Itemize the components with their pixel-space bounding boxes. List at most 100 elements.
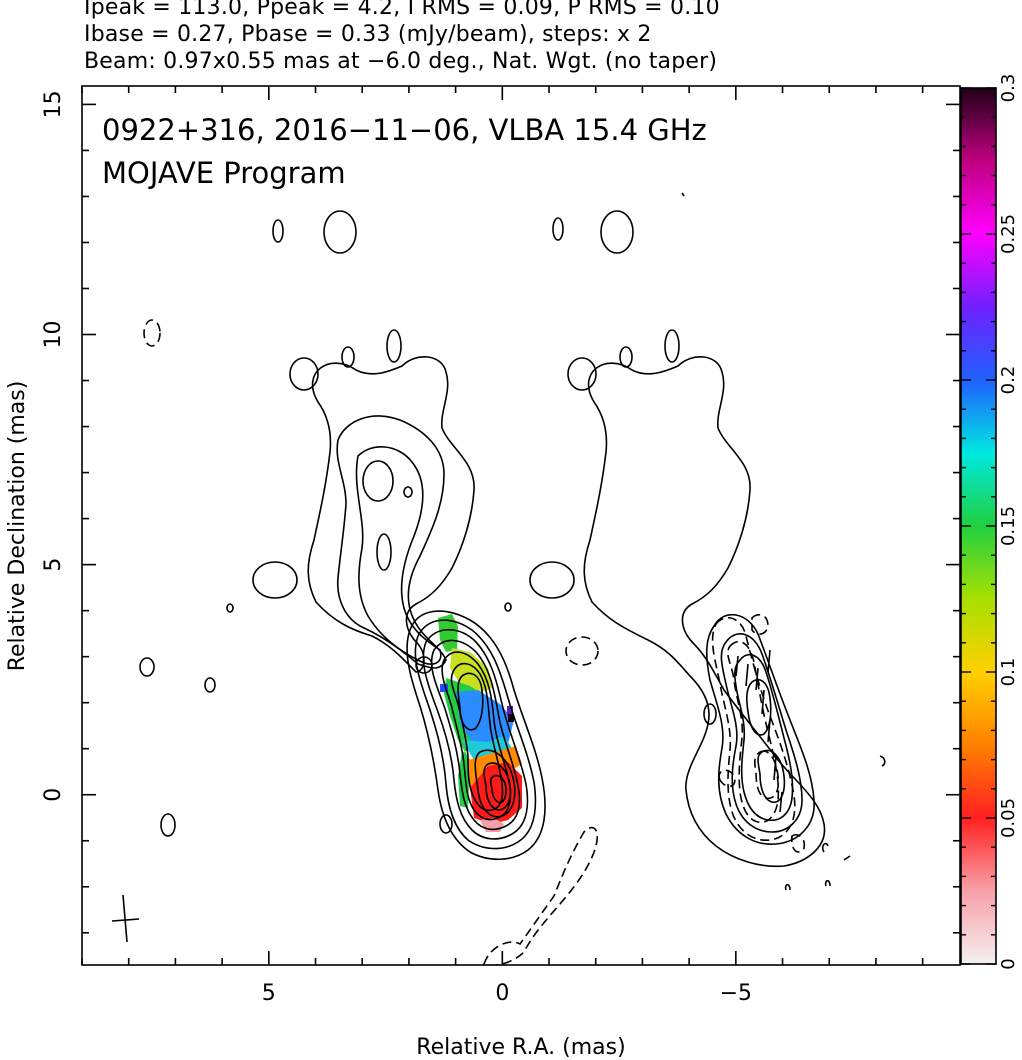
contour-i-blob-g — [341, 346, 355, 368]
contour-p-speck-d — [879, 755, 886, 767]
colorbar-tick-label: 0 — [998, 958, 1019, 969]
contour-i-blob-m — [439, 814, 453, 834]
map-header: Ipeak = 113.0, Ppeak = 4.2, I RMS = 0.09… — [84, 0, 1014, 75]
plot-frame — [81, 85, 961, 966]
pol-dash-envelope — [711, 616, 796, 841]
pol-dash-blob-a — [565, 636, 599, 666]
colorbar-tick-label: 0.25 — [998, 214, 1019, 254]
contour-i-core-3 — [422, 628, 529, 840]
pol-patch-blue — [456, 690, 514, 748]
beam-minor-axis — [111, 918, 140, 922]
evpa-vector — [735, 655, 739, 677]
contour-p-speck-b — [824, 879, 831, 887]
contour-p-blob-f — [529, 561, 575, 599]
contour-p-blob-g — [703, 703, 717, 725]
pol-dash-blob-c — [718, 769, 736, 788]
beam-major-axis — [122, 894, 128, 943]
contour-i-outer — [307, 356, 475, 673]
colorbar-tick-label: 0.1 — [998, 658, 1019, 687]
x-tick-label: 5 — [262, 981, 276, 1006]
contour-i-blob-f — [323, 210, 357, 254]
contour-p-blob-c — [619, 346, 633, 368]
y-tick-label: 5 — [41, 558, 66, 572]
evpa-vector — [767, 719, 771, 743]
contour-i-blob-a — [362, 460, 394, 502]
contour-i-blob-e — [272, 219, 284, 243]
beam-marker — [111, 894, 140, 943]
x-tick-label: 0 — [495, 981, 509, 1006]
pol-pixel-blue — [440, 684, 448, 692]
contour-i-blob-o — [504, 602, 512, 612]
contour-i-blob-i — [289, 357, 319, 391]
contour-i-blob-j — [139, 657, 155, 677]
contour-i-blob-c — [252, 561, 298, 599]
contour-i-peak-2 — [483, 762, 512, 811]
polarized-intensity-contours — [529, 192, 886, 891]
colorbar-tick-label: 0.2 — [998, 366, 1019, 395]
contour-i-core-5 — [441, 651, 512, 821]
contour-i-2 — [336, 415, 447, 669]
x-tick-label: −5 — [720, 981, 752, 1006]
contour-p-blob-b — [600, 210, 634, 254]
contour-i-blob-l — [160, 813, 176, 837]
source-annotation: 0922+316, 2016−11−06, VLBA 15.4 GHz — [102, 113, 707, 147]
contour-p-peak — [757, 749, 786, 803]
colorbar-tick-label: 0.05 — [998, 798, 1019, 838]
contour-i-core-2 — [414, 619, 537, 850]
evpa-vectors — [735, 649, 783, 813]
evpa-vector — [761, 689, 765, 715]
y-axis-title: Relative Declination (mas) — [5, 381, 30, 672]
program-annotation: MOJAVE Program — [102, 156, 346, 190]
stokes-i-contours — [139, 210, 546, 861]
neg-contour-left-a — [143, 319, 161, 347]
colorbar-tick-label: 0.15 — [998, 506, 1019, 546]
header-line-base: Ibase = 0.27, Pbase = 0.33 (mJy/beam), s… — [84, 22, 652, 47]
contour-p-blob-a — [552, 217, 564, 241]
contour-i-blob-d — [403, 486, 413, 498]
contour-p-speck-c — [843, 855, 851, 861]
y-tick-label: 0 — [41, 788, 66, 802]
x-axis-title: Relative R.A. (mas) — [416, 1035, 625, 1060]
negative-contours-left — [143, 319, 599, 965]
y-axis-ticks — [82, 103, 960, 934]
contour-i-peak-1 — [474, 749, 516, 818]
y-tick-label: 15 — [41, 90, 66, 118]
pol-pixel-dark — [508, 714, 514, 722]
pol-dash-inner — [727, 640, 780, 824]
evpa-vector — [779, 791, 783, 813]
contour-i-blob-b — [376, 533, 392, 571]
neg-contour-left-jet — [482, 826, 599, 965]
y-tick-label: 10 — [41, 321, 66, 349]
contour-p-dot — [681, 192, 685, 197]
contour-i-blob-n — [226, 603, 234, 613]
contour-p-blob-e — [567, 357, 597, 391]
evpa-vector — [773, 755, 777, 781]
colorbar-tick-labels: 0 0.05 0.1 0.15 0.2 0.25 0.3 — [998, 74, 1019, 970]
contour-i-jetknot — [457, 672, 484, 731]
evpa-vector — [745, 663, 749, 687]
pol-patch-yellow — [450, 648, 492, 694]
pol-dash-blob-d — [790, 833, 806, 853]
colorbar-ticks — [961, 87, 996, 965]
contour-i-blob-k — [204, 677, 216, 693]
contour-p-knot — [746, 678, 772, 736]
header-line-beam: Beam: 0.97x0.55 mas at −6.0 deg., Nat. W… — [84, 49, 718, 74]
contour-p-2 — [705, 613, 815, 845]
colorbar-tick-label: 0.3 — [998, 74, 1019, 103]
evpa-vector — [755, 667, 759, 691]
x-axis-tick-labels: 5 0 −5 — [262, 981, 752, 1006]
contour-p-blob-d — [664, 329, 680, 363]
evpa-vector — [767, 649, 771, 673]
contour-p-3 — [720, 633, 803, 833]
contour-i-core-4 — [430, 639, 521, 831]
contour-i-blob-h — [386, 329, 402, 363]
x-axis-ticks — [81, 86, 924, 965]
header-line-peaks: Ipeak = 113.0, Ppeak = 4.2, I RMS = 0.09… — [84, 0, 720, 20]
contour-i-peak-3 — [489, 774, 507, 804]
contour-p-speck-a — [784, 883, 791, 891]
contour-p-speck-e — [821, 842, 829, 853]
pol-pixel-purple — [507, 706, 513, 716]
y-axis-tick-labels: 0 5 10 15 — [41, 90, 66, 801]
pol-dash-blob-b — [751, 613, 769, 635]
